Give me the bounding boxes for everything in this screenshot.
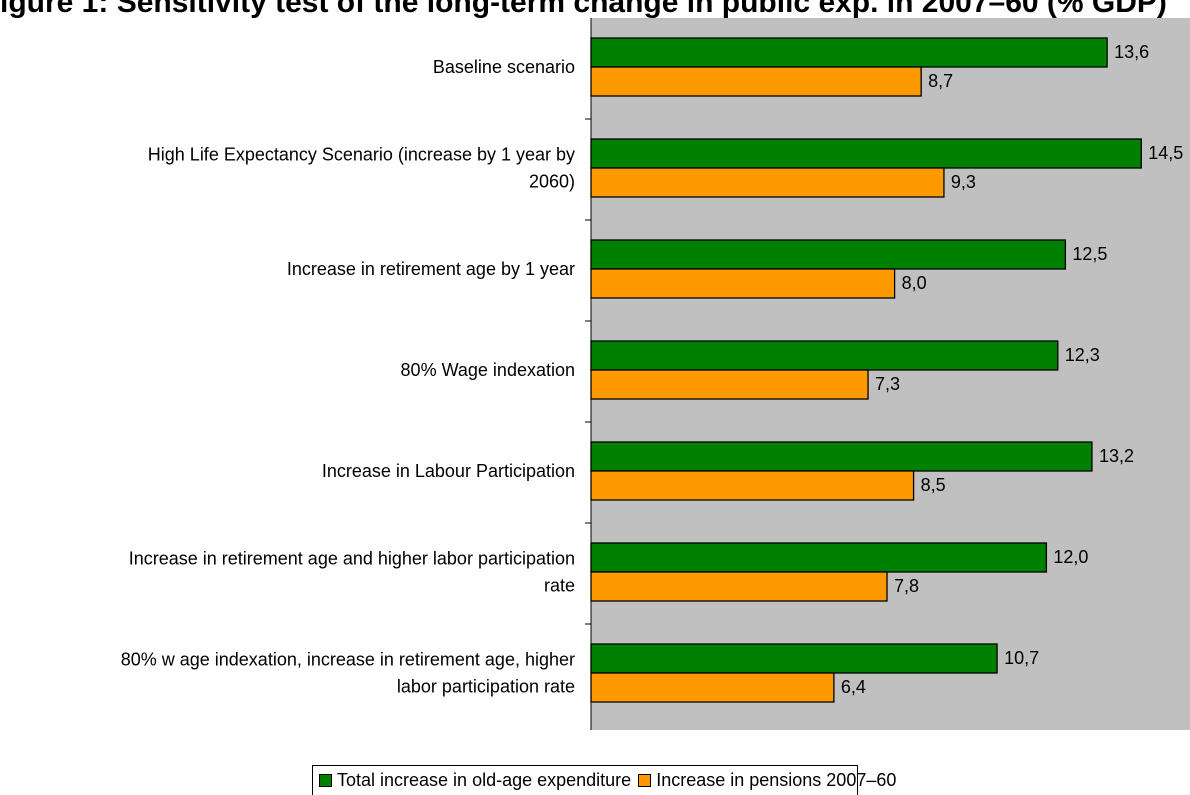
- category-label: 80% w age indexation, increase in retire…: [121, 650, 575, 697]
- data-label: 12,0: [1053, 547, 1088, 567]
- legend: Total increase in old-age expenditure In…: [312, 765, 896, 795]
- legend-item-pensions: Increase in pensions 2007–60: [638, 770, 896, 791]
- category-label: Increase in retirement age by 1 year: [287, 259, 575, 279]
- data-label: 7,3: [875, 374, 900, 394]
- bar-total-old-age-expenditure: [590, 441, 1093, 472]
- data-label: 12,5: [1072, 244, 1107, 264]
- bar-total-old-age-expenditure: [590, 37, 1108, 68]
- data-label: 12,3: [1065, 345, 1100, 365]
- data-label: 7,8: [894, 576, 919, 596]
- category-label: Increase in Labour Participation: [322, 461, 575, 481]
- chart-marks: 13,6 8,7 Baseline scenario 14,5 9,3 High Life…: [121, 18, 1183, 730]
- category-label: Increase in retirement age and higher la…: [129, 549, 575, 596]
- bar-pensions: [590, 268, 896, 299]
- legend-item-total-old-age-expenditure: Total increase in old-age expenditure: [319, 770, 631, 791]
- category-label: 80% Wage indexation: [401, 360, 575, 380]
- bar-chart: 13,6 8,7 Baseline scenario 14,5 9,3 High Life…: [121, 18, 1190, 730]
- data-label: 13,6: [1114, 42, 1149, 62]
- legend-swatch-green: [319, 774, 332, 787]
- data-label: 10,7: [1004, 648, 1039, 668]
- bar-total-old-age-expenditure: [590, 340, 1059, 371]
- legend-label: Total increase in old-age expenditure: [337, 770, 632, 790]
- bar-pensions: [590, 571, 888, 602]
- category-label: High Life Expectancy Scenario (increase …: [148, 145, 575, 192]
- data-label: 9,3: [951, 172, 976, 192]
- bar-pensions: [590, 167, 945, 198]
- data-label: 8,0: [902, 273, 927, 293]
- data-label: 14,5: [1148, 143, 1183, 163]
- legend-swatch-orange: [638, 774, 652, 787]
- bar-pensions: [590, 66, 922, 97]
- data-label: 8,5: [921, 475, 946, 495]
- data-label: 6,4: [841, 677, 866, 697]
- data-label: 8,7: [928, 71, 953, 91]
- category-label: Baseline scenario: [433, 57, 575, 77]
- bar-pensions: [590, 470, 915, 501]
- legend-label: Increase in pensions 2007–60: [656, 770, 897, 790]
- bar-total-old-age-expenditure: [590, 542, 1048, 573]
- bar-total-old-age-expenditure: [590, 239, 1067, 270]
- data-label: 13,2: [1099, 446, 1134, 466]
- bar-pensions: [590, 369, 869, 400]
- chart-title: igure 1: Sensitivity test of the long-te…: [0, 0, 1167, 19]
- bar-total-old-age-expenditure: [590, 138, 1142, 169]
- bar-pensions: [590, 672, 835, 703]
- bar-total-old-age-expenditure: [590, 643, 998, 674]
